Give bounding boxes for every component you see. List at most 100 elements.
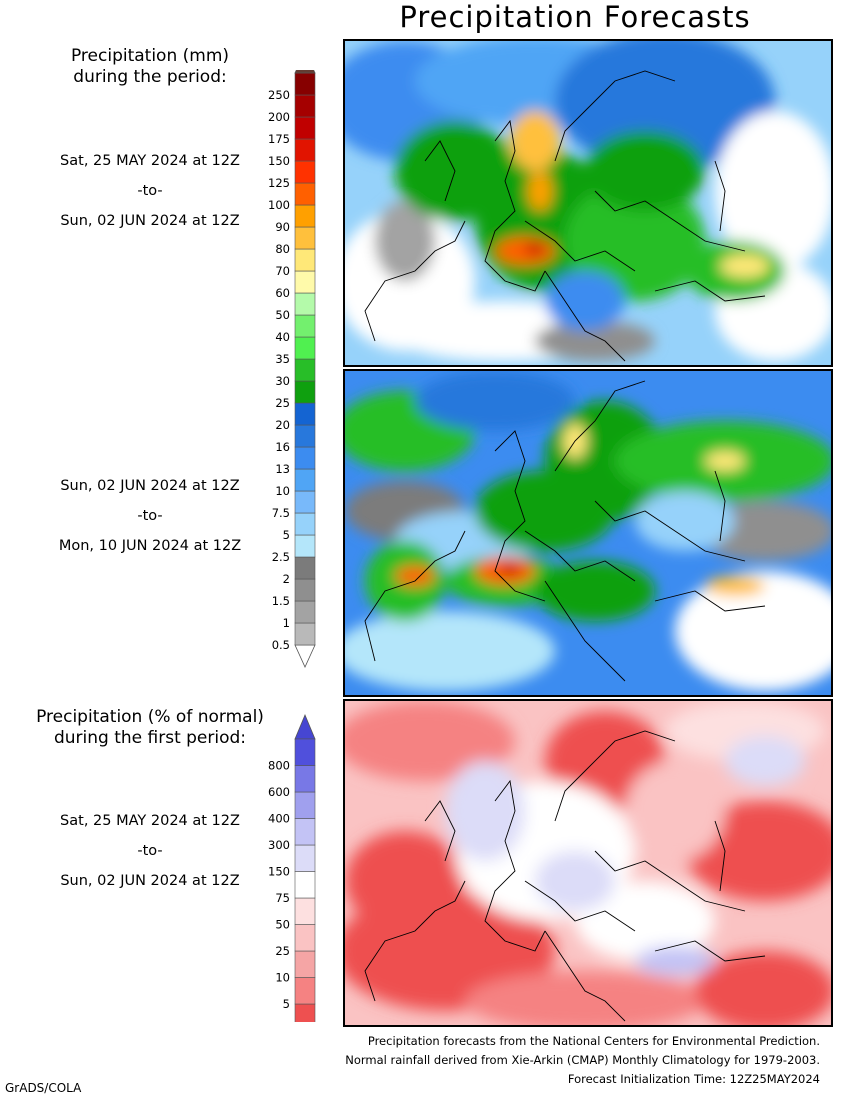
pct-colorbar-top-arrow (294, 713, 316, 740)
mm-colorbar-tick-label: 60 (275, 286, 290, 300)
precip-map-period-2 (343, 369, 833, 697)
mm-colorbar-segment (294, 468, 316, 492)
mm-colorbar-segment (294, 512, 316, 536)
pct-legend-heading-line2: during the first period: (53, 728, 247, 748)
mm-colorbar-tick-label: 50 (275, 308, 290, 322)
pct-colorbar-segment (294, 977, 316, 1005)
pct-colorbar-segment (294, 818, 316, 846)
mm-legend-heading-line2: during the period: (73, 67, 227, 87)
pct-colorbar-tick-label: 800 (268, 759, 290, 773)
mm-colorbar-segment (294, 578, 316, 602)
pct-colorbar-tick-label: 10 (275, 971, 290, 985)
pct-colorbar-segment (294, 897, 316, 925)
mm-colorbar-tick-label: 30 (275, 374, 290, 388)
mm-colorbar-segment (294, 534, 316, 558)
footer-line-1: Precipitation forecasts from the Nationa… (367, 1034, 820, 1048)
mm-colorbar-bottom-arrow (294, 644, 316, 668)
pct-colorbar-segment (294, 765, 316, 793)
pct-legend-heading-line1: Precipitation (% of normal) (36, 707, 264, 727)
period-3-sep: -to- (137, 843, 163, 859)
pct-colorbar-tick-label: 75 (275, 891, 290, 905)
mm-colorbar-tick-label: 250 (268, 88, 290, 102)
mm-colorbar-segment (294, 248, 316, 272)
period-3-end: Sun, 02 JUN 2024 at 12Z (60, 873, 240, 889)
mm-colorbar-segment (294, 424, 316, 448)
pct-colorbar-tick-label: 150 (268, 865, 290, 879)
mm-colorbar-tick-label: 90 (275, 220, 290, 234)
mm-colorbar-tick-label: 13 (275, 462, 290, 476)
mm-colorbar: 0.5 1 1.5 2 2.5 5 7.5 10 13 16 20 25 30 35 40 50 60 70 80 9… (250, 50, 330, 674)
period-1-label: Sat, 25 MAY 2024 at 12Z -to- Sun, 02 JUN… (25, 146, 275, 236)
precip-percent-normal-map (343, 699, 833, 1027)
period-1-start: Sat, 25 MAY 2024 at 12Z (60, 153, 240, 169)
mm-colorbar-segment (294, 490, 316, 514)
period-2-start: Sun, 02 JUN 2024 at 12Z (60, 478, 240, 494)
software-credit: GrADS/COLA (5, 1081, 82, 1095)
period-1-end: Sun, 02 JUN 2024 at 12Z (60, 213, 240, 229)
mm-colorbar-segment (294, 622, 316, 646)
mm-colorbar-segment (294, 72, 316, 96)
mm-colorbar-segment (294, 270, 316, 294)
mm-colorbar-tick-label: 200 (268, 110, 290, 124)
mm-colorbar-tick-label: 2 (283, 572, 290, 586)
period-2-sep: -to- (137, 508, 163, 524)
pct-colorbar-tick-label: 300 (268, 838, 290, 852)
mm-colorbar-tick-label: 16 (275, 440, 290, 454)
mm-colorbar-segment (294, 138, 316, 162)
mm-colorbar-segment (294, 556, 316, 580)
mm-colorbar-tick-label: 70 (275, 264, 290, 278)
mm-colorbar-segment (294, 116, 316, 140)
pct-colorbar-segment (294, 924, 316, 952)
precip-map-period-1 (343, 39, 833, 367)
mm-colorbar-tick-label: 150 (268, 154, 290, 168)
pct-colorbar-tick-label: 400 (268, 812, 290, 826)
mm-colorbar-segment (294, 336, 316, 360)
mm-colorbar-segment (294, 402, 316, 426)
mm-colorbar-tick-label: 20 (275, 418, 290, 432)
pct-colorbar: 5 10 25 50 75 150 300 400 600 800 (250, 712, 330, 1056)
mm-legend-heading: Precipitation (mm) during the period: (20, 46, 280, 88)
period-1-sep: -to- (137, 183, 163, 199)
mm-colorbar-tick-label: 5 (283, 528, 290, 542)
footer-notes: Precipitation forecasts from the Nationa… (345, 1032, 820, 1089)
pct-legend-heading: Precipitation (% of normal) during the f… (10, 707, 290, 749)
mm-colorbar-segment (294, 292, 316, 316)
pct-colorbar-tick-label: 25 (275, 944, 290, 958)
mm-colorbar-top-arrow (294, 50, 316, 74)
mm-colorbar-segment (294, 226, 316, 250)
pct-colorbar-tick-label: 5 (283, 997, 290, 1011)
mm-colorbar-segment (294, 204, 316, 228)
mm-colorbar-tick-label: 2.5 (272, 550, 290, 564)
pct-colorbar-segment (294, 1003, 316, 1031)
mm-colorbar-tick-label: 25 (275, 396, 290, 410)
mm-colorbar-segment (294, 94, 316, 118)
mm-colorbar-segment (294, 380, 316, 404)
mm-colorbar-tick-label: 80 (275, 242, 290, 256)
mm-legend-heading-line1: Precipitation (mm) (70, 46, 230, 66)
period-3-label: Sat, 25 MAY 2024 at 12Z -to- Sun, 02 JUN… (25, 806, 275, 896)
pct-colorbar-segment (294, 844, 316, 872)
pct-colorbar-segment (294, 738, 316, 766)
pct-colorbar-tick-label: 600 (268, 785, 290, 799)
mm-colorbar-tick-label: 10 (275, 484, 290, 498)
pct-colorbar-segment (294, 871, 316, 899)
pct-colorbar-tick-label: 50 (275, 918, 290, 932)
mm-colorbar-tick-label: 1 (283, 616, 290, 630)
mm-colorbar-segment (294, 182, 316, 206)
footer-line-3: Forecast Initialization Time: 12Z25MAY20… (567, 1072, 820, 1086)
mm-colorbar-tick-label: 100 (268, 198, 290, 212)
mm-colorbar-segment (294, 314, 316, 338)
mm-colorbar-tick-label: 0.5 (272, 638, 290, 652)
mm-colorbar-tick-label: 1.5 (272, 594, 290, 608)
period-2-end: Mon, 10 JUN 2024 at 12Z (58, 538, 242, 554)
mm-colorbar-tick-label: 175 (268, 132, 290, 146)
mm-colorbar-tick-label: 7.5 (272, 506, 290, 520)
mm-colorbar-tick-label: 35 (275, 352, 290, 366)
mm-colorbar-segment (294, 600, 316, 624)
mm-colorbar-segment (294, 446, 316, 470)
pct-colorbar-segment (294, 950, 316, 978)
page-title: Precipitation Forecasts (399, 0, 751, 34)
mm-colorbar-segment (294, 358, 316, 382)
period-3-start: Sat, 25 MAY 2024 at 12Z (60, 813, 240, 829)
mm-colorbar-tick-label: 40 (275, 330, 290, 344)
